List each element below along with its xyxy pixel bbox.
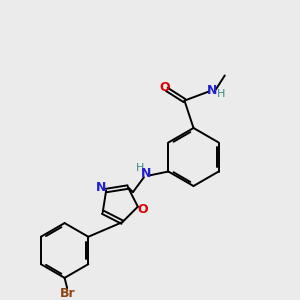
- Text: H: H: [136, 163, 144, 173]
- Text: O: O: [160, 81, 170, 94]
- Text: N: N: [141, 167, 152, 180]
- Text: N: N: [96, 181, 106, 194]
- Text: O: O: [137, 203, 148, 216]
- Text: N: N: [207, 84, 217, 97]
- Text: H: H: [217, 89, 225, 99]
- Text: Br: Br: [60, 287, 76, 300]
